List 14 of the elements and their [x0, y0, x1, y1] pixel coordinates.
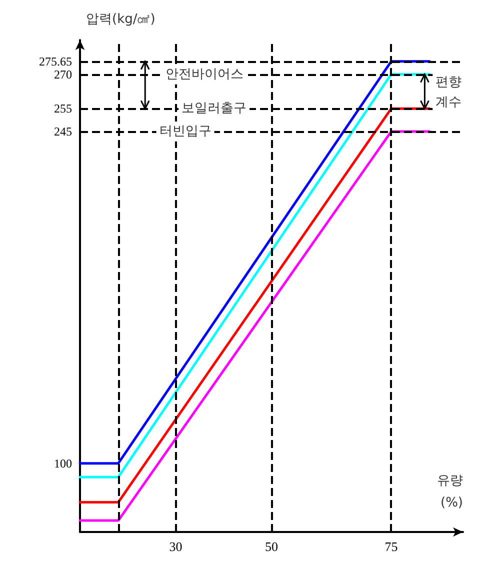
y-tick-label: 270 [54, 67, 72, 82]
x-axis-title: 유량 (%) [437, 474, 463, 510]
annotation: 안전바이어스 [165, 66, 244, 82]
y-tick-label: 100 [54, 456, 72, 470]
x-tick-label: 75 [384, 539, 398, 554]
annotation: 보일러출구 [182, 101, 247, 116]
y-tick-label: 275.65 [39, 54, 72, 68]
y-tick-label: 255 [54, 102, 72, 116]
x-tick-label: 30 [169, 539, 182, 554]
annotation: 터빈입구 [159, 124, 212, 140]
annotation: 편향 계수 [436, 75, 462, 110]
x-tick-label: 50 [265, 539, 278, 554]
y-axis-title: 압력(kg/㎠) [86, 12, 156, 27]
y-tick-label: 245 [54, 124, 72, 139]
